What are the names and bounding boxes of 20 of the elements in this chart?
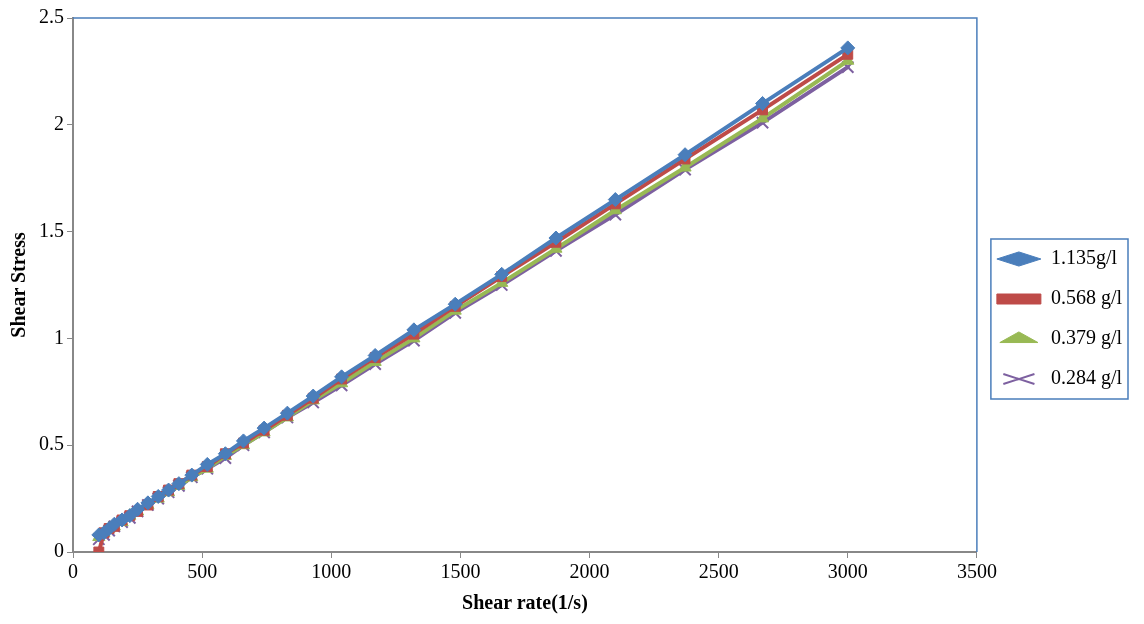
x-tick-label: 1000	[311, 560, 352, 583]
legend-label: 1.135g/l	[1050, 246, 1118, 270]
x-tick-label: 1500	[440, 560, 481, 583]
x-tick-label: 3000	[827, 560, 868, 583]
legend-label: 0.379 g/l	[1050, 326, 1123, 350]
x-tick-label: 3500	[956, 560, 997, 583]
y-tick-label: 0.5	[39, 432, 64, 455]
x-tick-label: 500	[187, 560, 218, 583]
y-axis-title: Shear Stress	[7, 232, 30, 338]
x-axis-title: Shear rate(1/s)	[462, 591, 588, 615]
y-tick-label: 1.5	[39, 218, 64, 241]
y-tick-label: 1	[54, 325, 64, 348]
y-tick-label: 2	[54, 112, 64, 135]
x-tick-label: 0	[68, 560, 78, 583]
legend-label: 0.568 g/l	[1050, 286, 1123, 310]
x-tick-label: 2500	[698, 560, 739, 583]
y-tick-label: 2.5	[39, 5, 64, 28]
legend-label: 0.284 g/l	[1050, 366, 1123, 390]
y-tick-label: 0	[54, 539, 64, 562]
x-tick-label: 2000	[569, 560, 610, 583]
